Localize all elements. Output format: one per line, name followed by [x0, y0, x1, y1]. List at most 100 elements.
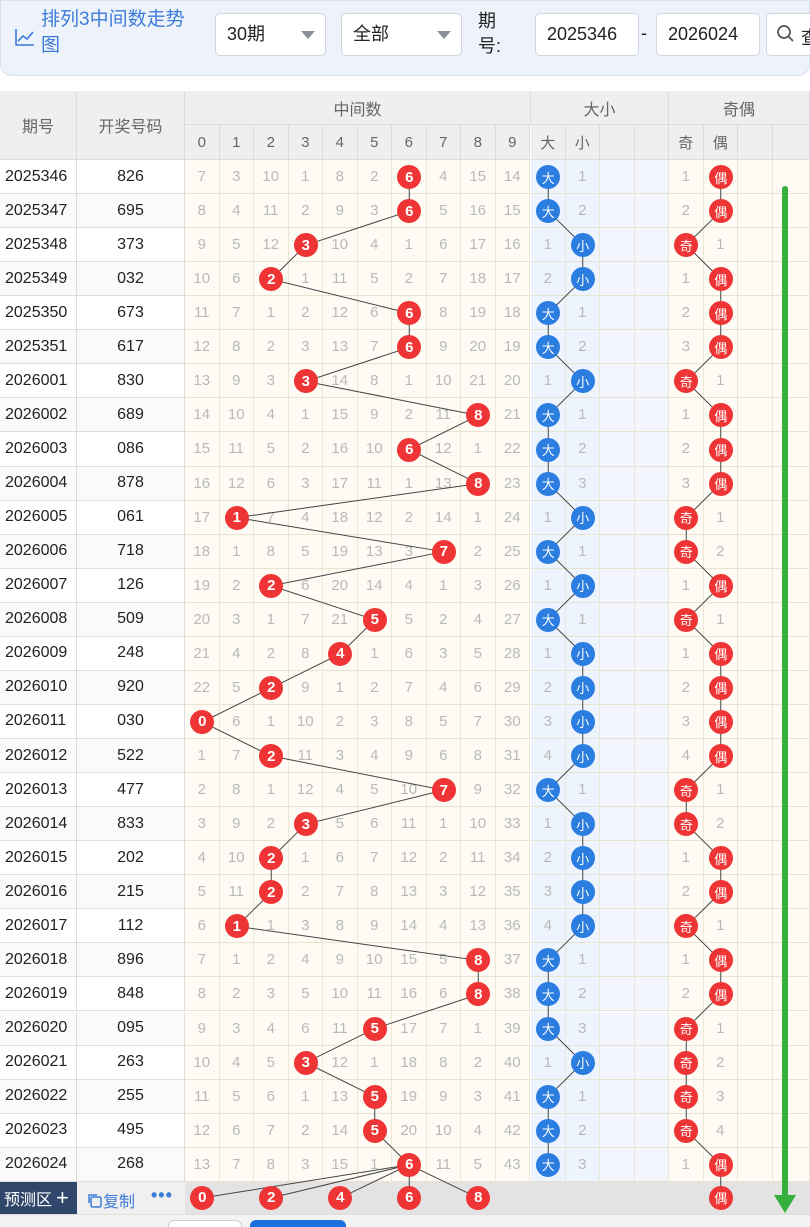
parity-cell — [738, 432, 773, 467]
middle-digit-cell: 1 — [357, 636, 392, 671]
size-cell — [600, 1113, 635, 1148]
middle-digit-cell: 6 — [219, 704, 254, 739]
parity-cell — [772, 636, 810, 671]
more-options-button[interactable]: ••• — [151, 1185, 173, 1205]
header-parity-col: 偶 — [703, 125, 738, 160]
prediction-area-button[interactable]: 预测区 + — [0, 1182, 77, 1214]
header-middle-number: 中间数 — [185, 91, 531, 125]
prediction-ball[interactable]: 4 — [328, 1185, 353, 1210]
copy-button[interactable]: 复制 — [86, 1188, 135, 1212]
middle-digit-cell: 25 — [495, 534, 530, 569]
middle-digit-cell: 7 — [254, 500, 289, 535]
size-cell — [600, 568, 635, 603]
middle-digit-cell: 5 — [185, 875, 220, 910]
winning-number-cell: 718 — [77, 534, 185, 569]
middle-digit-cell: 11 — [357, 977, 392, 1012]
middle-digit-cell: 4 — [219, 1045, 254, 1080]
middle-digit-ball: 7 — [431, 539, 456, 564]
header-digit: 9 — [495, 125, 530, 160]
middle-digit-cell: 5 — [254, 432, 289, 467]
middle-digit-cell: 12 — [461, 875, 496, 910]
prediction-ball[interactable]: 8 — [466, 1185, 491, 1210]
middle-digit-cell: 5 — [254, 1045, 289, 1080]
middle-digit-cell: 19 — [392, 1079, 427, 1114]
middle-digit-cell: 5 — [461, 1147, 496, 1182]
middle-digit-cell: 5 — [426, 943, 461, 978]
middle-digit-ball: 1 — [224, 505, 249, 530]
header-size-col: 小 — [565, 125, 600, 160]
search-button[interactable]: 查 — [766, 13, 810, 56]
prediction-ball[interactable]: 2 — [259, 1185, 284, 1210]
middle-digit-cell: 19 — [495, 330, 530, 365]
size-cell — [634, 739, 669, 774]
header-parity-col — [772, 125, 810, 160]
parity-cell — [772, 262, 810, 297]
middle-digit-cell: 3 — [219, 602, 254, 637]
header-digit: 4 — [323, 125, 358, 160]
chart-title[interactable]: 排列3中间数走势图 — [13, 7, 208, 59]
middle-digit-cell: 33 — [495, 807, 530, 842]
middle-digit-cell: 14 — [323, 364, 358, 399]
middle-digit-cell: 2 — [323, 704, 358, 739]
size-ball: 大 — [536, 1152, 561, 1177]
middle-digit-cell: 10 — [357, 432, 392, 467]
middle-digit-cell: 3 — [357, 194, 392, 229]
middle-digit-cell: 1 — [219, 534, 254, 569]
parity-cell — [772, 1113, 810, 1148]
prediction-parity-ball[interactable]: 偶 — [708, 1185, 733, 1210]
middle-digit-cell: 11 — [219, 432, 254, 467]
middle-digit-cell: 20 — [323, 568, 358, 603]
bottom-tab[interactable] — [168, 1220, 242, 1227]
middle-digit-cell: 13 — [323, 330, 358, 365]
period-cell: 2026006 — [0, 534, 77, 569]
size-cell — [600, 228, 635, 263]
middle-digit-cell: 1 — [392, 466, 427, 501]
middle-digit-cell: 11 — [323, 1011, 358, 1046]
header-digit: 1 — [219, 125, 254, 160]
trend-direction-bar — [782, 186, 788, 1206]
bottom-tab-active[interactable] — [250, 1220, 346, 1227]
parity-cell — [772, 194, 810, 229]
middle-digit-cell: 1 — [461, 500, 496, 535]
size-ball: 小 — [570, 675, 595, 700]
winning-number-cell: 061 — [77, 500, 185, 535]
middle-digit-cell: 3 — [461, 568, 496, 603]
size-cell — [634, 841, 669, 876]
middle-digit-cell: 6 — [185, 909, 220, 944]
winning-number-cell: 268 — [77, 1147, 185, 1182]
parity-cell — [772, 1079, 810, 1114]
middle-digit-cell: 21 — [323, 602, 358, 637]
middle-digit-cell: 9 — [461, 773, 496, 808]
middle-digit-cell: 1 — [288, 160, 323, 195]
copy-label: 复制 — [103, 1194, 136, 1211]
size-cell — [634, 943, 669, 978]
prediction-ball[interactable]: 0 — [190, 1185, 215, 1210]
size-cell: 3 — [565, 1147, 600, 1182]
to-period-input[interactable]: 2026024 — [656, 13, 760, 56]
parity-cell — [738, 602, 773, 637]
middle-digit-cell: 11 — [185, 296, 220, 331]
size-ball: 小 — [570, 369, 595, 394]
middle-digit-cell: 4 — [254, 398, 289, 433]
prediction-ball[interactable]: 6 — [397, 1185, 422, 1210]
period-count-select[interactable]: 30期 — [215, 13, 326, 56]
middle-digit-cell: 11 — [357, 466, 392, 501]
size-cell: 3 — [565, 466, 600, 501]
from-period-input[interactable]: 2025346 — [535, 13, 639, 56]
size-cell: 2 — [531, 841, 566, 876]
middle-digit-cell: 1 — [254, 909, 289, 944]
filter-select[interactable]: 全部 — [341, 13, 462, 56]
middle-digit-cell: 2 — [254, 330, 289, 365]
winning-number-cell: 030 — [77, 704, 185, 739]
size-cell — [600, 1079, 635, 1114]
middle-digit-cell: 37 — [495, 943, 530, 978]
size-cell: 1 — [531, 364, 566, 399]
size-cell — [634, 568, 669, 603]
period-cell: 2026005 — [0, 500, 77, 535]
size-cell — [634, 160, 669, 195]
middle-digit-cell: 5 — [288, 977, 323, 1012]
middle-digit-cell: 12 — [357, 500, 392, 535]
parity-cell — [772, 977, 810, 1012]
middle-digit-cell: 14 — [426, 500, 461, 535]
